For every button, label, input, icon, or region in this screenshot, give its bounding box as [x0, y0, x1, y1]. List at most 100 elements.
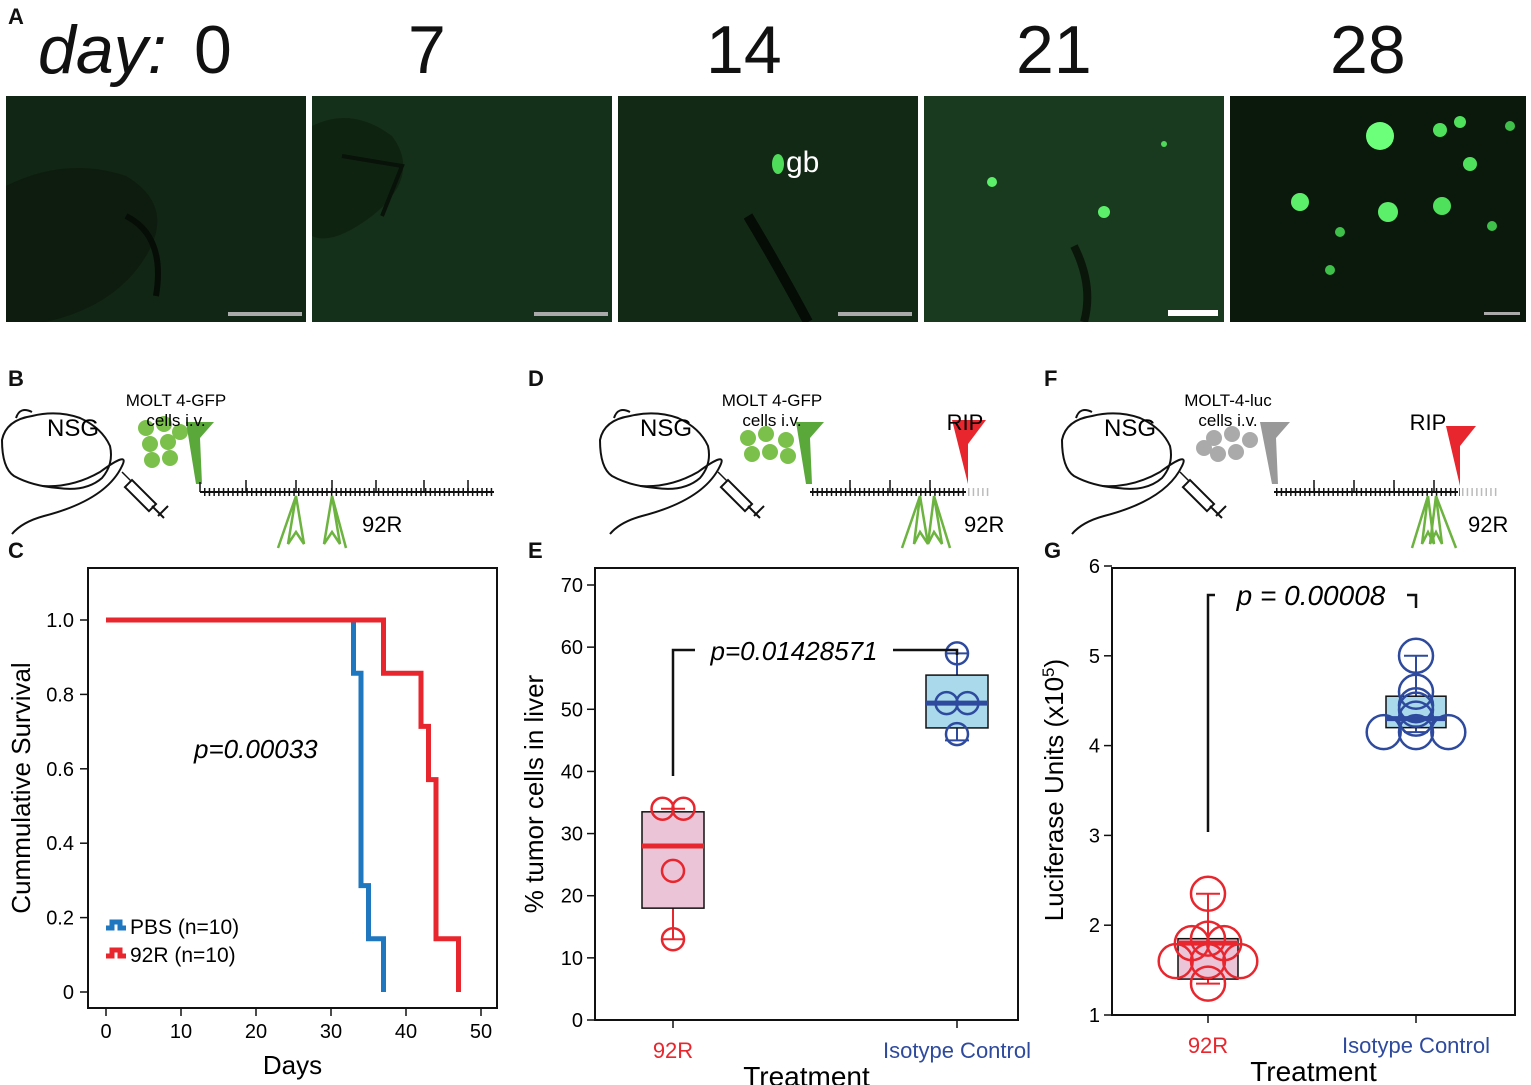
schematic-f: NSG MOLT-4-luc cells i.v. RIP 92R	[1061, 391, 1508, 549]
x-tick-label: 0	[100, 1021, 111, 1043]
data-point	[1189, 920, 1227, 957]
y-tick-label: 6	[1089, 556, 1100, 578]
chart-e-tumor-cells: 0 10 20 30 40 50 60 70 92R Isotype Control p=0.014…	[519, 567, 1031, 1085]
day-label-0: 0	[194, 12, 232, 88]
y-tick-label: 70	[561, 575, 583, 597]
chart-c-survival: 0 10 20 30 40 50 0 0.2 0.4 0.6 0.8 1.0 Days Cummulati…	[6, 567, 498, 1080]
y-tick-label: 0.8	[46, 684, 74, 706]
injection-arrow-f	[1260, 422, 1290, 484]
y-tick-label: 0.6	[46, 759, 74, 781]
y-tick-label: 0.2	[46, 908, 74, 930]
data-point	[1397, 673, 1435, 710]
schematics: NSG NSG MOLT 4-GFP cells i.v. 92R	[1, 391, 1508, 549]
day-label-7: 7	[408, 12, 446, 88]
day-label-14: 14	[706, 12, 782, 88]
panel-label-g: G	[1044, 538, 1062, 563]
f-mouse-text: NSG	[1104, 415, 1156, 442]
gfp-cells-d	[740, 426, 796, 464]
plot-frame	[594, 567, 1019, 1021]
x-tick-label: 40	[395, 1021, 417, 1043]
p-value-annotation: p=0.00033	[193, 734, 318, 764]
data-point	[1397, 691, 1435, 728]
panel-label-a: A	[8, 4, 24, 29]
micrograph-day-7	[312, 96, 612, 322]
f-endpoint-label: RIP	[1410, 410, 1447, 435]
injection-arrow-d	[796, 422, 824, 484]
injection-arrow-b	[186, 422, 214, 484]
micrograph-day-14: gb	[618, 96, 918, 322]
b-treatment-label: 92R	[362, 512, 402, 537]
gfp-cells-b	[138, 416, 188, 468]
y-tick-label: 3	[1089, 825, 1100, 847]
y-tick-label: 30	[561, 824, 583, 846]
treatment-arrows-d	[900, 495, 952, 549]
d-cells-line2: cells i.v.	[742, 411, 801, 430]
micrograph-day-28	[1230, 96, 1526, 322]
x-axis-label: Treatment	[743, 1061, 870, 1085]
y-tick-label: 5	[1089, 646, 1100, 668]
y-axis-label: Cummulative Survival	[6, 662, 36, 913]
y-tick-label: 0	[63, 982, 74, 1004]
rip-arrow-f	[1446, 426, 1476, 486]
b-mouse-text: NSG	[47, 415, 99, 442]
day-prefix: day:	[38, 12, 167, 88]
rip-arrow-d	[952, 420, 986, 484]
data-point	[944, 721, 970, 747]
km-curve-92r	[106, 617, 461, 992]
data-point	[671, 796, 696, 821]
y-tick-label: 1.0	[46, 610, 74, 632]
legend-swatch	[106, 947, 126, 959]
micrograph-day-21	[924, 96, 1224, 322]
y-axis-label-main: Luciferase Units (x10	[1039, 677, 1069, 921]
y-tick-label: 60	[561, 637, 583, 659]
p-value-annotation: p = 0.00008	[1236, 580, 1386, 611]
y-tick-label: 10	[561, 948, 583, 970]
data-point	[1397, 637, 1435, 675]
data-point	[944, 641, 970, 666]
data-point	[1397, 700, 1435, 737]
data-point	[1397, 713, 1435, 751]
y-axis-label: Luciferase Units (x105)	[1039, 659, 1070, 921]
x-tick-label: 92R	[653, 1038, 693, 1063]
y-tick-label: 40	[561, 761, 583, 783]
panel-label-e: E	[528, 538, 543, 563]
y-tick-label: 4	[1089, 736, 1100, 758]
treatment-arrows-f	[1410, 495, 1458, 549]
data-point	[1189, 965, 1227, 1002]
treatment-arrows-b	[276, 495, 348, 549]
timeline-f	[1274, 480, 1498, 496]
y-tick-label: 50	[561, 699, 583, 721]
legend-swatch	[106, 919, 126, 931]
data-point	[955, 690, 980, 716]
day-label-21: 21	[1016, 12, 1092, 88]
legend-label: 92R (n=10)	[130, 944, 236, 967]
y-tick-label: 0.4	[46, 833, 74, 855]
day-label-28: 28	[1330, 12, 1406, 88]
schematic-d: NSG MOLT 4-GFP cells i.v. RIP 92R	[599, 391, 1004, 549]
p-value-annotation: p=0.01428571	[709, 636, 877, 666]
plot-frame	[87, 567, 498, 1009]
panel-label-b: B	[8, 366, 24, 391]
panel-label-d: D	[528, 366, 544, 391]
data-point	[660, 926, 686, 952]
x-axis-label: Treatment	[1250, 1056, 1377, 1085]
b-cells-line2: cells i.v.	[146, 411, 205, 430]
data-point	[1189, 942, 1227, 980]
timeline-b	[199, 480, 494, 496]
d-cells-line1: MOLT 4-GFP	[722, 391, 822, 410]
x-tick-label: Isotype Control	[1342, 1033, 1490, 1058]
x-tick-label: 50	[470, 1021, 492, 1043]
panel-label-f: F	[1044, 366, 1058, 391]
x-tick-label: 92R	[1188, 1033, 1228, 1058]
significance-bracket-left	[671, 648, 695, 776]
f-treatment-label: 92R	[1468, 512, 1508, 537]
legend-label: PBS (n=10)	[130, 916, 239, 939]
gb-label: gb	[786, 146, 820, 179]
y-tick-label: 20	[561, 886, 583, 908]
significance-bracket-right	[1407, 593, 1418, 608]
timeline-d	[810, 480, 990, 496]
x-tick-label: 20	[245, 1021, 267, 1043]
data-point	[1157, 942, 1194, 980]
y-axis-label: % tumor cells in liver	[519, 674, 549, 913]
f-cells-line1: MOLT-4-luc	[1184, 391, 1272, 410]
